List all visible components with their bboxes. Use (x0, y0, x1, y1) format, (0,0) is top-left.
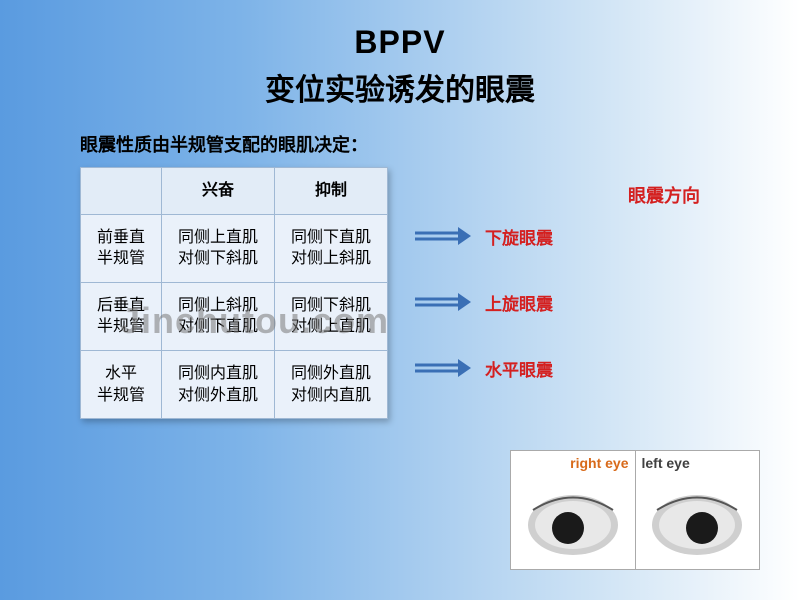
nystagmus-label: 水平眼震 (485, 356, 553, 381)
row-head: 前垂直 半规管 (81, 214, 162, 282)
arrow-row: 水平眼震 (413, 337, 553, 399)
cell: 同侧上斜肌 对侧下直肌 (162, 282, 275, 350)
left-eye-panel: left eye (636, 451, 760, 569)
left-eye-icon (636, 471, 760, 569)
cell: 同侧内直肌 对侧外直肌 (162, 350, 275, 418)
title-sub: 变位实验诱发的眼震 (0, 65, 800, 109)
col-excite: 兴奋 (162, 168, 275, 215)
row-head: 后垂直 半规管 (81, 282, 162, 350)
nystagmus-label: 上旋眼震 (485, 290, 553, 315)
cell: 同侧上直肌 对侧下斜肌 (162, 214, 275, 282)
cell: 同侧下斜肌 对侧上直肌 (275, 282, 388, 350)
eye-image-box: right eye left eye (510, 450, 760, 570)
title-main: BPPV (0, 24, 800, 61)
title-block: BPPV 变位实验诱发的眼震 (0, 0, 800, 109)
right-eye-label: right eye (511, 451, 635, 471)
arrow-icon (413, 290, 473, 314)
arrow-icon (413, 356, 473, 380)
right-eye-icon (511, 471, 635, 569)
row-head: 水平 半规管 (81, 350, 162, 418)
cell: 同侧下直肌 对侧上斜肌 (275, 214, 388, 282)
arrow-icon (413, 224, 473, 248)
cell: 同侧外直肌 对侧内直肌 (275, 350, 388, 418)
right-eye-panel: right eye (511, 451, 636, 569)
arrow-row: 下旋眼震 (413, 205, 553, 267)
table-row: 后垂直 半规管 同侧上斜肌 对侧下直肌 同侧下斜肌 对侧上直肌 (81, 282, 388, 350)
muscle-table: 兴奋 抑制 前垂直 半规管 同侧上直肌 对侧下斜肌 同侧下直肌 对侧上斜肌 后垂… (80, 167, 388, 419)
col-inhibit: 抑制 (275, 168, 388, 215)
arrows-column: 下旋眼震 上旋眼震 水平眼震 (413, 205, 553, 403)
direction-header: 眼震方向 (628, 182, 700, 208)
arrow-row: 上旋眼震 (413, 271, 553, 333)
col-blank (81, 168, 162, 215)
table-row: 水平 半规管 同侧内直肌 对侧外直肌 同侧外直肌 对侧内直肌 (81, 350, 388, 418)
subtitle: 眼震性质由半规管支配的眼肌决定： (80, 131, 800, 157)
table-row: 前垂直 半规管 同侧上直肌 对侧下斜肌 同侧下直肌 对侧上斜肌 (81, 214, 388, 282)
left-eye-label: left eye (636, 451, 760, 471)
nystagmus-label: 下旋眼震 (485, 224, 553, 249)
table-header-row: 兴奋 抑制 (81, 168, 388, 215)
